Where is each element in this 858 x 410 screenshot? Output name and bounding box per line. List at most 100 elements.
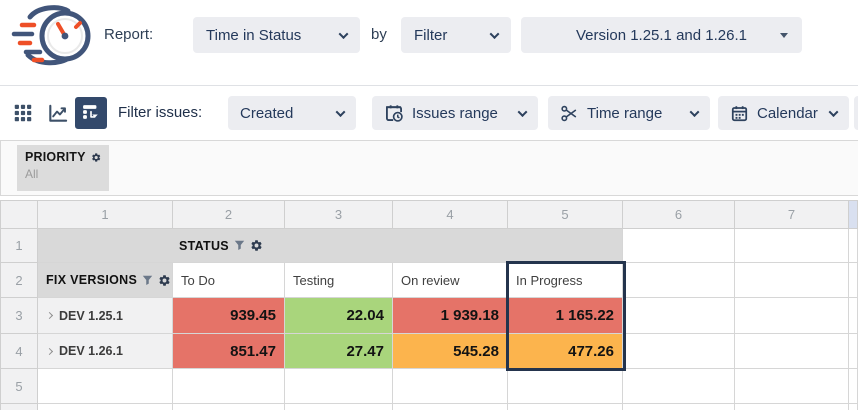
col-header-8-partial[interactable]	[849, 201, 858, 229]
chart-view-button[interactable]	[42, 97, 72, 129]
pivot-view-button-active[interactable]	[75, 97, 107, 129]
gear-icon[interactable]	[158, 274, 171, 287]
value-cell[interactable]: 1 939.18	[393, 298, 508, 334]
scissors-icon	[560, 104, 579, 123]
value-cell[interactable]: 851.47	[173, 334, 285, 369]
empty-cell[interactable]	[38, 404, 173, 410]
issues-range-label: Issues range	[412, 104, 498, 122]
report-type-dropdown[interactable]: Time in Status	[193, 17, 360, 53]
by-label: by	[371, 26, 387, 43]
gear-icon[interactable]	[91, 151, 101, 164]
empty-cell[interactable]	[173, 369, 285, 404]
filter-issues-value: Created	[240, 104, 294, 122]
empty-cell[interactable]	[735, 229, 849, 263]
fix-versions-label: FIX VERSIONS	[46, 273, 138, 287]
version-row-dev1261[interactable]: DEV 1.26.1	[38, 334, 173, 369]
status-column-onreview[interactable]: On review	[393, 263, 508, 298]
value-cell[interactable]: 22.04	[285, 298, 393, 334]
empty-cell[interactable]	[849, 263, 858, 298]
empty-cell[interactable]	[849, 298, 858, 334]
version-row-dev1251[interactable]: DEV 1.25.1	[38, 298, 173, 334]
col-header-3[interactable]: 3	[285, 201, 393, 229]
row-header-3[interactable]: 3	[1, 298, 38, 334]
calendar-icon	[730, 104, 749, 123]
col-header-4[interactable]: 4	[393, 201, 508, 229]
status-dimension-label: STATUS	[179, 238, 229, 253]
empty-cell[interactable]	[735, 334, 849, 369]
value-cell[interactable]: 939.45	[173, 298, 285, 334]
grid-view-button[interactable]	[8, 97, 38, 129]
version-row-label: DEV 1.25.1	[59, 308, 123, 323]
time-range-label: Time range	[587, 104, 663, 122]
expand-chevron-icon[interactable]	[45, 347, 54, 355]
value-cell[interactable]: 545.28	[393, 334, 508, 369]
pivot-table: 1 2 3 4 5 6 7 1 STATUS 2 FIX VERSIONS To…	[0, 200, 858, 410]
empty-cell[interactable]	[393, 369, 508, 404]
col-header-1[interactable]: 1	[38, 201, 173, 229]
fix-versions-dimension-cell[interactable]: FIX VERSIONS	[38, 263, 173, 298]
empty-cell[interactable]	[735, 369, 849, 404]
empty-cell[interactable]	[38, 369, 173, 404]
empty-cell[interactable]	[849, 229, 858, 263]
row-header-6-partial[interactable]	[1, 404, 38, 410]
dropdown-arrow-icon	[780, 32, 788, 38]
grid-view-icon	[12, 102, 34, 124]
col-header-2[interactable]: 2	[173, 201, 285, 229]
empty-cell[interactable]	[735, 263, 849, 298]
value-cell-selected[interactable]: 477.26	[508, 334, 623, 369]
filter-select-dropdown[interactable]: Version 1.25.1 and 1.26.1	[521, 17, 802, 53]
empty-cell[interactable]	[623, 229, 735, 263]
scope-dropdown[interactable]: Filter	[401, 17, 511, 53]
filter-issues-dropdown[interactable]: Created	[228, 96, 356, 130]
status-column-inprogress[interactable]: In Progress	[508, 263, 623, 298]
empty-cell[interactable]	[735, 404, 849, 410]
version-row-label: DEV 1.26.1	[59, 344, 123, 358]
calendar-clock-icon	[384, 103, 404, 123]
empty-cell[interactable]	[849, 404, 858, 410]
status-dimension-cell[interactable]: STATUS	[38, 229, 623, 263]
empty-cell[interactable]	[849, 334, 858, 369]
value-cell[interactable]: 27.47	[285, 334, 393, 369]
empty-cell[interactable]	[735, 298, 849, 334]
col-header-6[interactable]: 6	[623, 201, 735, 229]
empty-cell[interactable]	[508, 369, 623, 404]
chevron-down-icon	[828, 106, 839, 117]
row-header-1[interactable]: 1	[1, 229, 38, 263]
empty-cell[interactable]	[623, 404, 735, 410]
empty-cell[interactable]	[285, 404, 393, 410]
col-header-5[interactable]: 5	[508, 201, 623, 229]
value-cell-selected[interactable]: 1 165.22	[508, 298, 623, 334]
header-bar: Report: Time in Status by Filter Version…	[0, 0, 858, 85]
filter-funnel-icon[interactable]	[234, 240, 245, 251]
col-header-7[interactable]: 7	[735, 201, 849, 229]
chevron-down-icon	[335, 106, 346, 117]
priority-filter-box[interactable]: PRIORITY All	[17, 145, 109, 191]
row-header-4[interactable]: 4	[1, 334, 38, 369]
empty-cell[interactable]	[173, 404, 285, 410]
row-header-5[interactable]: 5	[1, 369, 38, 404]
empty-cell[interactable]	[393, 404, 508, 410]
gear-icon[interactable]	[250, 239, 263, 252]
filter-funnel-icon[interactable]	[142, 275, 153, 286]
status-column-testing[interactable]: Testing	[285, 263, 393, 298]
priority-label: PRIORITY	[25, 150, 86, 164]
row-header-2[interactable]: 2	[1, 263, 38, 298]
chevron-down-icon	[689, 106, 700, 117]
report-type-value: Time in Status	[206, 26, 302, 44]
expand-chevron-icon[interactable]	[45, 311, 54, 320]
empty-cell[interactable]	[508, 404, 623, 410]
empty-cell[interactable]	[623, 298, 735, 334]
filter-select-value: Version 1.25.1 and 1.26.1	[576, 26, 747, 44]
issues-range-dropdown[interactable]: Issues range	[372, 96, 538, 130]
partial-button-edge[interactable]	[854, 96, 858, 130]
time-range-dropdown[interactable]: Time range	[548, 96, 710, 130]
empty-cell[interactable]	[623, 334, 735, 369]
empty-cell[interactable]	[285, 369, 393, 404]
status-column-todo[interactable]: To Do	[173, 263, 285, 298]
empty-cell[interactable]	[623, 369, 735, 404]
empty-cell[interactable]	[623, 263, 735, 298]
empty-cell[interactable]	[849, 369, 858, 404]
calendar-dropdown[interactable]: Calendar	[718, 96, 849, 130]
report-label: Report:	[104, 26, 154, 43]
corner-cell[interactable]	[1, 201, 38, 229]
